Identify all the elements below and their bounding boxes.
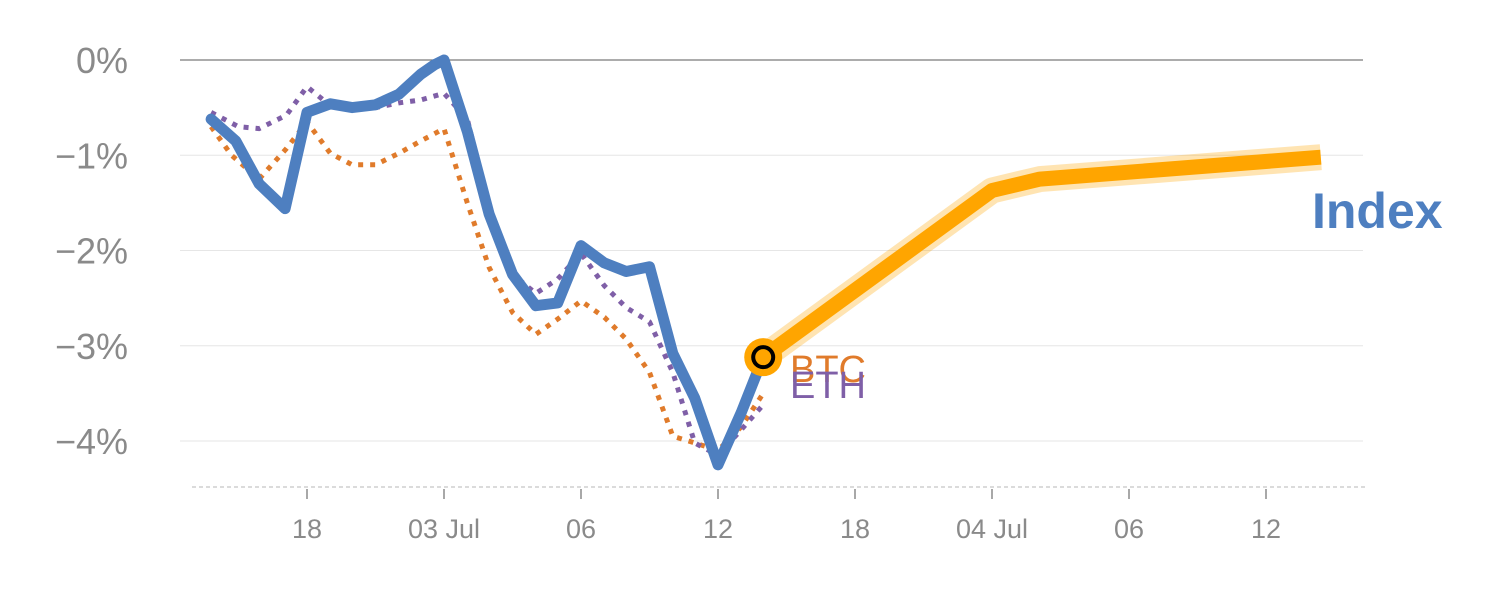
series-label-index: Index — [1312, 183, 1443, 239]
x-tick-label: 12 — [1251, 514, 1281, 544]
series-index-projection-glow — [755, 144, 1322, 368]
series-label-btc: BTC — [790, 349, 866, 391]
y-tick-label: 0% — [76, 40, 128, 81]
x-tick-label: 04 Jul — [956, 514, 1028, 544]
y-tick-label: −1% — [55, 135, 128, 176]
y-tick-label: −4% — [55, 421, 128, 462]
y-tick-label: −3% — [55, 326, 128, 367]
grid-layer — [180, 59, 1363, 442]
series-layer — [205, 54, 1322, 471]
y-tick-label: −2% — [55, 231, 128, 272]
x-tick-label: 03 Jul — [408, 514, 480, 544]
x-tick-label: 18 — [292, 514, 322, 544]
series-index-line — [205, 54, 769, 471]
axis-layer: 0% −1% −2% −3% −4% 18 03 Jul 06 12 18 04 Jul 06 12 — [55, 40, 1365, 544]
x-tick-label: 12 — [703, 514, 733, 544]
series-index-projection-line — [758, 149, 1322, 364]
x-tick-label: 18 — [840, 514, 870, 544]
x-tick-label: 06 — [1114, 514, 1144, 544]
current-point-marker — [751, 345, 776, 370]
x-tick-label: 06 — [566, 514, 596, 544]
series-label-eth: ETH — [790, 365, 866, 407]
